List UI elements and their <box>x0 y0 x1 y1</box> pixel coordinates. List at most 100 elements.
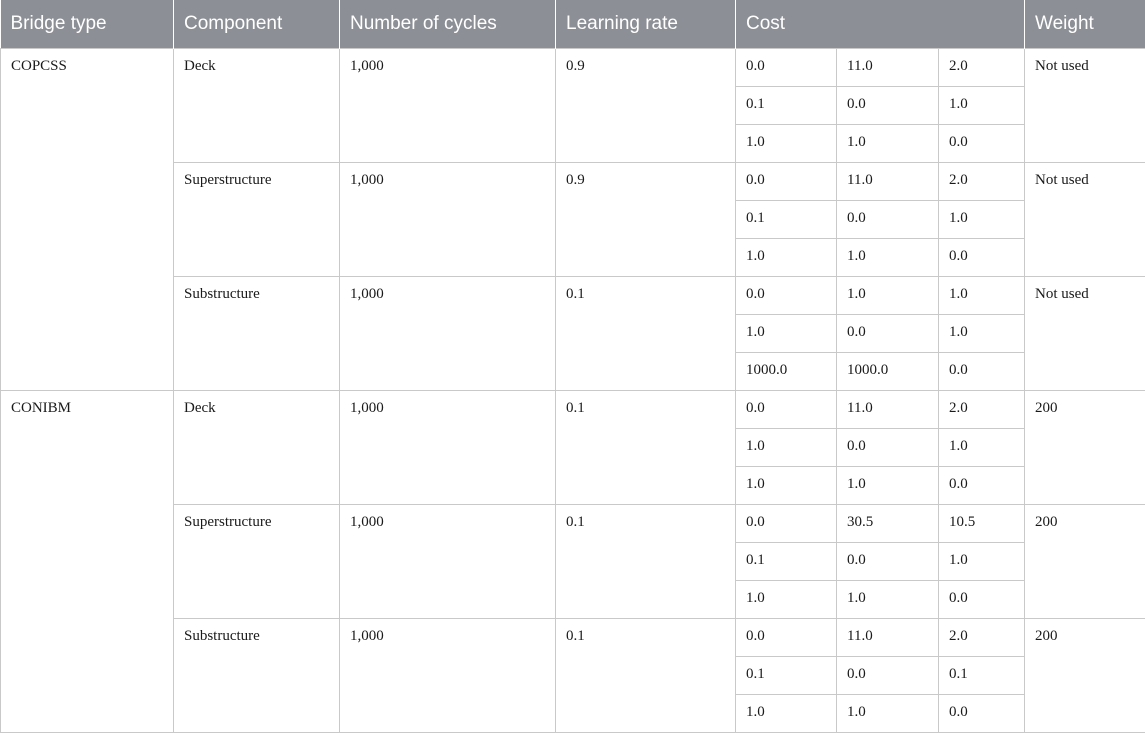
cost-cell: 1.0 <box>937 313 1026 353</box>
bridge-type-cell: CONIBM <box>0 389 174 733</box>
cycles-cell: 1,000 <box>339 47 556 163</box>
cost-cell: 0.0 <box>937 693 1026 733</box>
component-cell: Substructure <box>173 275 340 391</box>
cost-cell: 0.0 <box>836 655 939 695</box>
cost-cell: 11.0 <box>836 161 939 201</box>
table-row: Substructure 1,000 0.1 0.0 1.0 1.0 Not used <box>1 275 1145 391</box>
cost-cell: 0.0 <box>937 237 1026 277</box>
cost-cell: 1.0 <box>836 237 939 277</box>
learning-rate-cell: 0.1 <box>555 389 736 505</box>
cost-cell: 1000.0 <box>836 351 939 391</box>
weight-cell: Not used <box>1024 47 1145 163</box>
cost-cell: 0.1 <box>735 85 837 125</box>
header-row: Bridge type Component Number of cycles L… <box>0 0 1145 48</box>
table-row: 0.1 0.0 1.0 <box>1 85 1145 125</box>
cycles-cell: 1,000 <box>339 389 556 505</box>
header-learning-rate: Learning rate <box>555 0 736 48</box>
cost-cell: 1.0 <box>937 199 1026 239</box>
table-row: Superstructure 1,000 0.1 0.0 30.5 10.5 200 <box>1 503 1145 619</box>
table-row: COPCSS Deck 1,000 0.9 0.0 11.0 2.0 Not used <box>0 47 1145 391</box>
cost-cell: 0.0 <box>836 313 939 353</box>
cost-cell: 0.1 <box>735 541 837 581</box>
cost-cell: 1.0 <box>735 237 837 277</box>
cost-cell: 0.0 <box>735 275 837 315</box>
component-cell: Deck <box>173 389 340 505</box>
cost-cell: 0.0 <box>836 199 939 239</box>
header-bridge-type: Bridge type <box>0 0 174 48</box>
cost-cell: 0.1 <box>937 655 1026 695</box>
table-row: 1.0 1.0 0.0 <box>1 123 1145 163</box>
cost-cell: 11.0 <box>836 389 939 429</box>
cost-cell: 0.0 <box>836 427 939 467</box>
cycles-cell: 1,000 <box>339 617 556 733</box>
cost-cell: 0.0 <box>937 579 1026 619</box>
weight-cell: 200 <box>1024 617 1145 733</box>
bridge-type-cell: COPCSS <box>0 47 174 391</box>
table-row: CONIBM Deck 1,000 0.1 0.0 11.0 2.0 200 <box>0 389 1145 733</box>
table-row: Substructure 1,000 0.1 0.0 11.0 2.0 200 <box>1 617 1145 733</box>
cost-cell: 2.0 <box>937 389 1026 429</box>
weight-cell: 200 <box>1024 389 1145 505</box>
cost-cell: 0.0 <box>836 541 939 581</box>
weight-cell: Not used <box>1024 161 1145 277</box>
cost-cell: 1.0 <box>735 579 837 619</box>
cost-cell: 0.0 <box>836 85 939 125</box>
weight-cell: Not used <box>1024 275 1145 391</box>
cost-cell: 0.1 <box>735 655 837 695</box>
cost-cell: 0.0 <box>735 161 837 201</box>
table-row: 1.0 1.0 0.0 <box>1 579 1145 619</box>
weight-cell: 200 <box>1024 503 1145 619</box>
cost-cell: 11.0 <box>836 617 939 657</box>
cost-cell: 1.0 <box>735 313 837 353</box>
component-cell: Superstructure <box>173 503 340 619</box>
table-row: 1.0 0.0 1.0 <box>1 313 1145 353</box>
cost-cell: 1000.0 <box>735 351 837 391</box>
cost-cell: 1.0 <box>937 85 1026 125</box>
header-weight: Weight <box>1024 0 1145 48</box>
cycles-cell: 1,000 <box>339 275 556 391</box>
cost-cell: 0.0 <box>735 47 837 87</box>
cost-cell: 1.0 <box>735 465 837 505</box>
cost-cell: 1.0 <box>735 693 837 733</box>
learning-rate-cell: 0.1 <box>555 503 736 619</box>
cost-cell: 1.0 <box>937 427 1026 467</box>
table-row: 0.1 0.0 1.0 <box>1 199 1145 239</box>
table-row: 1.0 1.0 0.0 <box>1 693 1145 733</box>
cost-cell: 11.0 <box>836 47 939 87</box>
table-body: COPCSS Deck 1,000 0.9 0.0 11.0 2.0 Not used 0.1 0… <box>0 47 1145 733</box>
component-cell: Superstructure <box>173 161 340 277</box>
learning-rate-cell: 0.1 <box>555 617 736 733</box>
cost-cell: 1.0 <box>836 123 939 163</box>
cost-cell: 30.5 <box>836 503 939 543</box>
cost-cell: 1.0 <box>735 123 837 163</box>
cost-cell: 1.0 <box>836 465 939 505</box>
cost-cell: 0.0 <box>735 389 837 429</box>
cost-cell: 2.0 <box>937 47 1026 87</box>
cost-cell: 1.0 <box>836 693 939 733</box>
learning-rate-cell: 0.1 <box>555 275 736 391</box>
learning-rate-cell: 0.9 <box>555 161 736 277</box>
cycles-cell: 1,000 <box>339 161 556 277</box>
learning-rate-cell: 0.9 <box>555 47 736 163</box>
cost-cell: 0.0 <box>937 351 1026 391</box>
cycles-cell: 1,000 <box>339 503 556 619</box>
cost-cell: 2.0 <box>937 617 1026 657</box>
cost-cell: 0.0 <box>937 465 1026 505</box>
component-cell: Substructure <box>173 617 340 733</box>
cost-cell: 1.0 <box>836 579 939 619</box>
table-row: Superstructure 1,000 0.9 0.0 11.0 2.0 Not used <box>1 161 1145 277</box>
table-row: 1.0 1.0 0.0 <box>1 237 1145 277</box>
table-row: 1000.0 1000.0 0.0 <box>1 351 1145 391</box>
cost-cell: 0.0 <box>735 503 837 543</box>
header-component: Component <box>173 0 340 48</box>
cost-cell: 0.0 <box>735 617 837 657</box>
cost-cell: 1.0 <box>937 275 1026 315</box>
cost-cell: 1.0 <box>836 275 939 315</box>
component-cell: Deck <box>173 47 340 163</box>
cost-cell: 2.0 <box>937 161 1026 201</box>
cost-cell: 10.5 <box>937 503 1026 543</box>
cost-cell: 0.0 <box>937 123 1026 163</box>
cost-cell: 1.0 <box>735 427 837 467</box>
cost-cell: 1.0 <box>937 541 1026 581</box>
